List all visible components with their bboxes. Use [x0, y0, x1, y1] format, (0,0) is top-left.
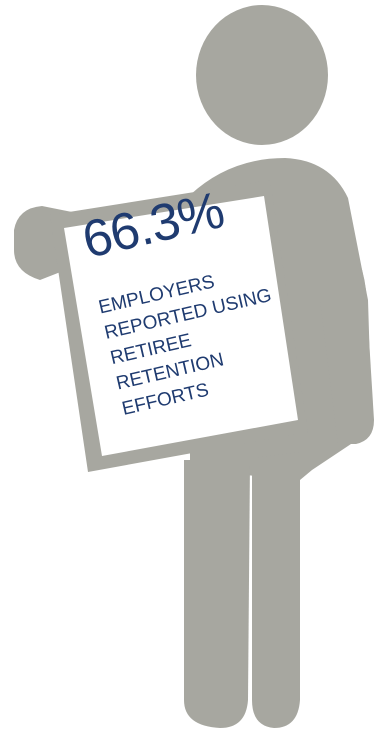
figure-right-arm: [320, 220, 374, 444]
sign-board: [64, 196, 298, 456]
figure-left-leg: [184, 460, 250, 728]
figure-right-leg: [252, 452, 300, 728]
figure-head: [196, 5, 328, 145]
